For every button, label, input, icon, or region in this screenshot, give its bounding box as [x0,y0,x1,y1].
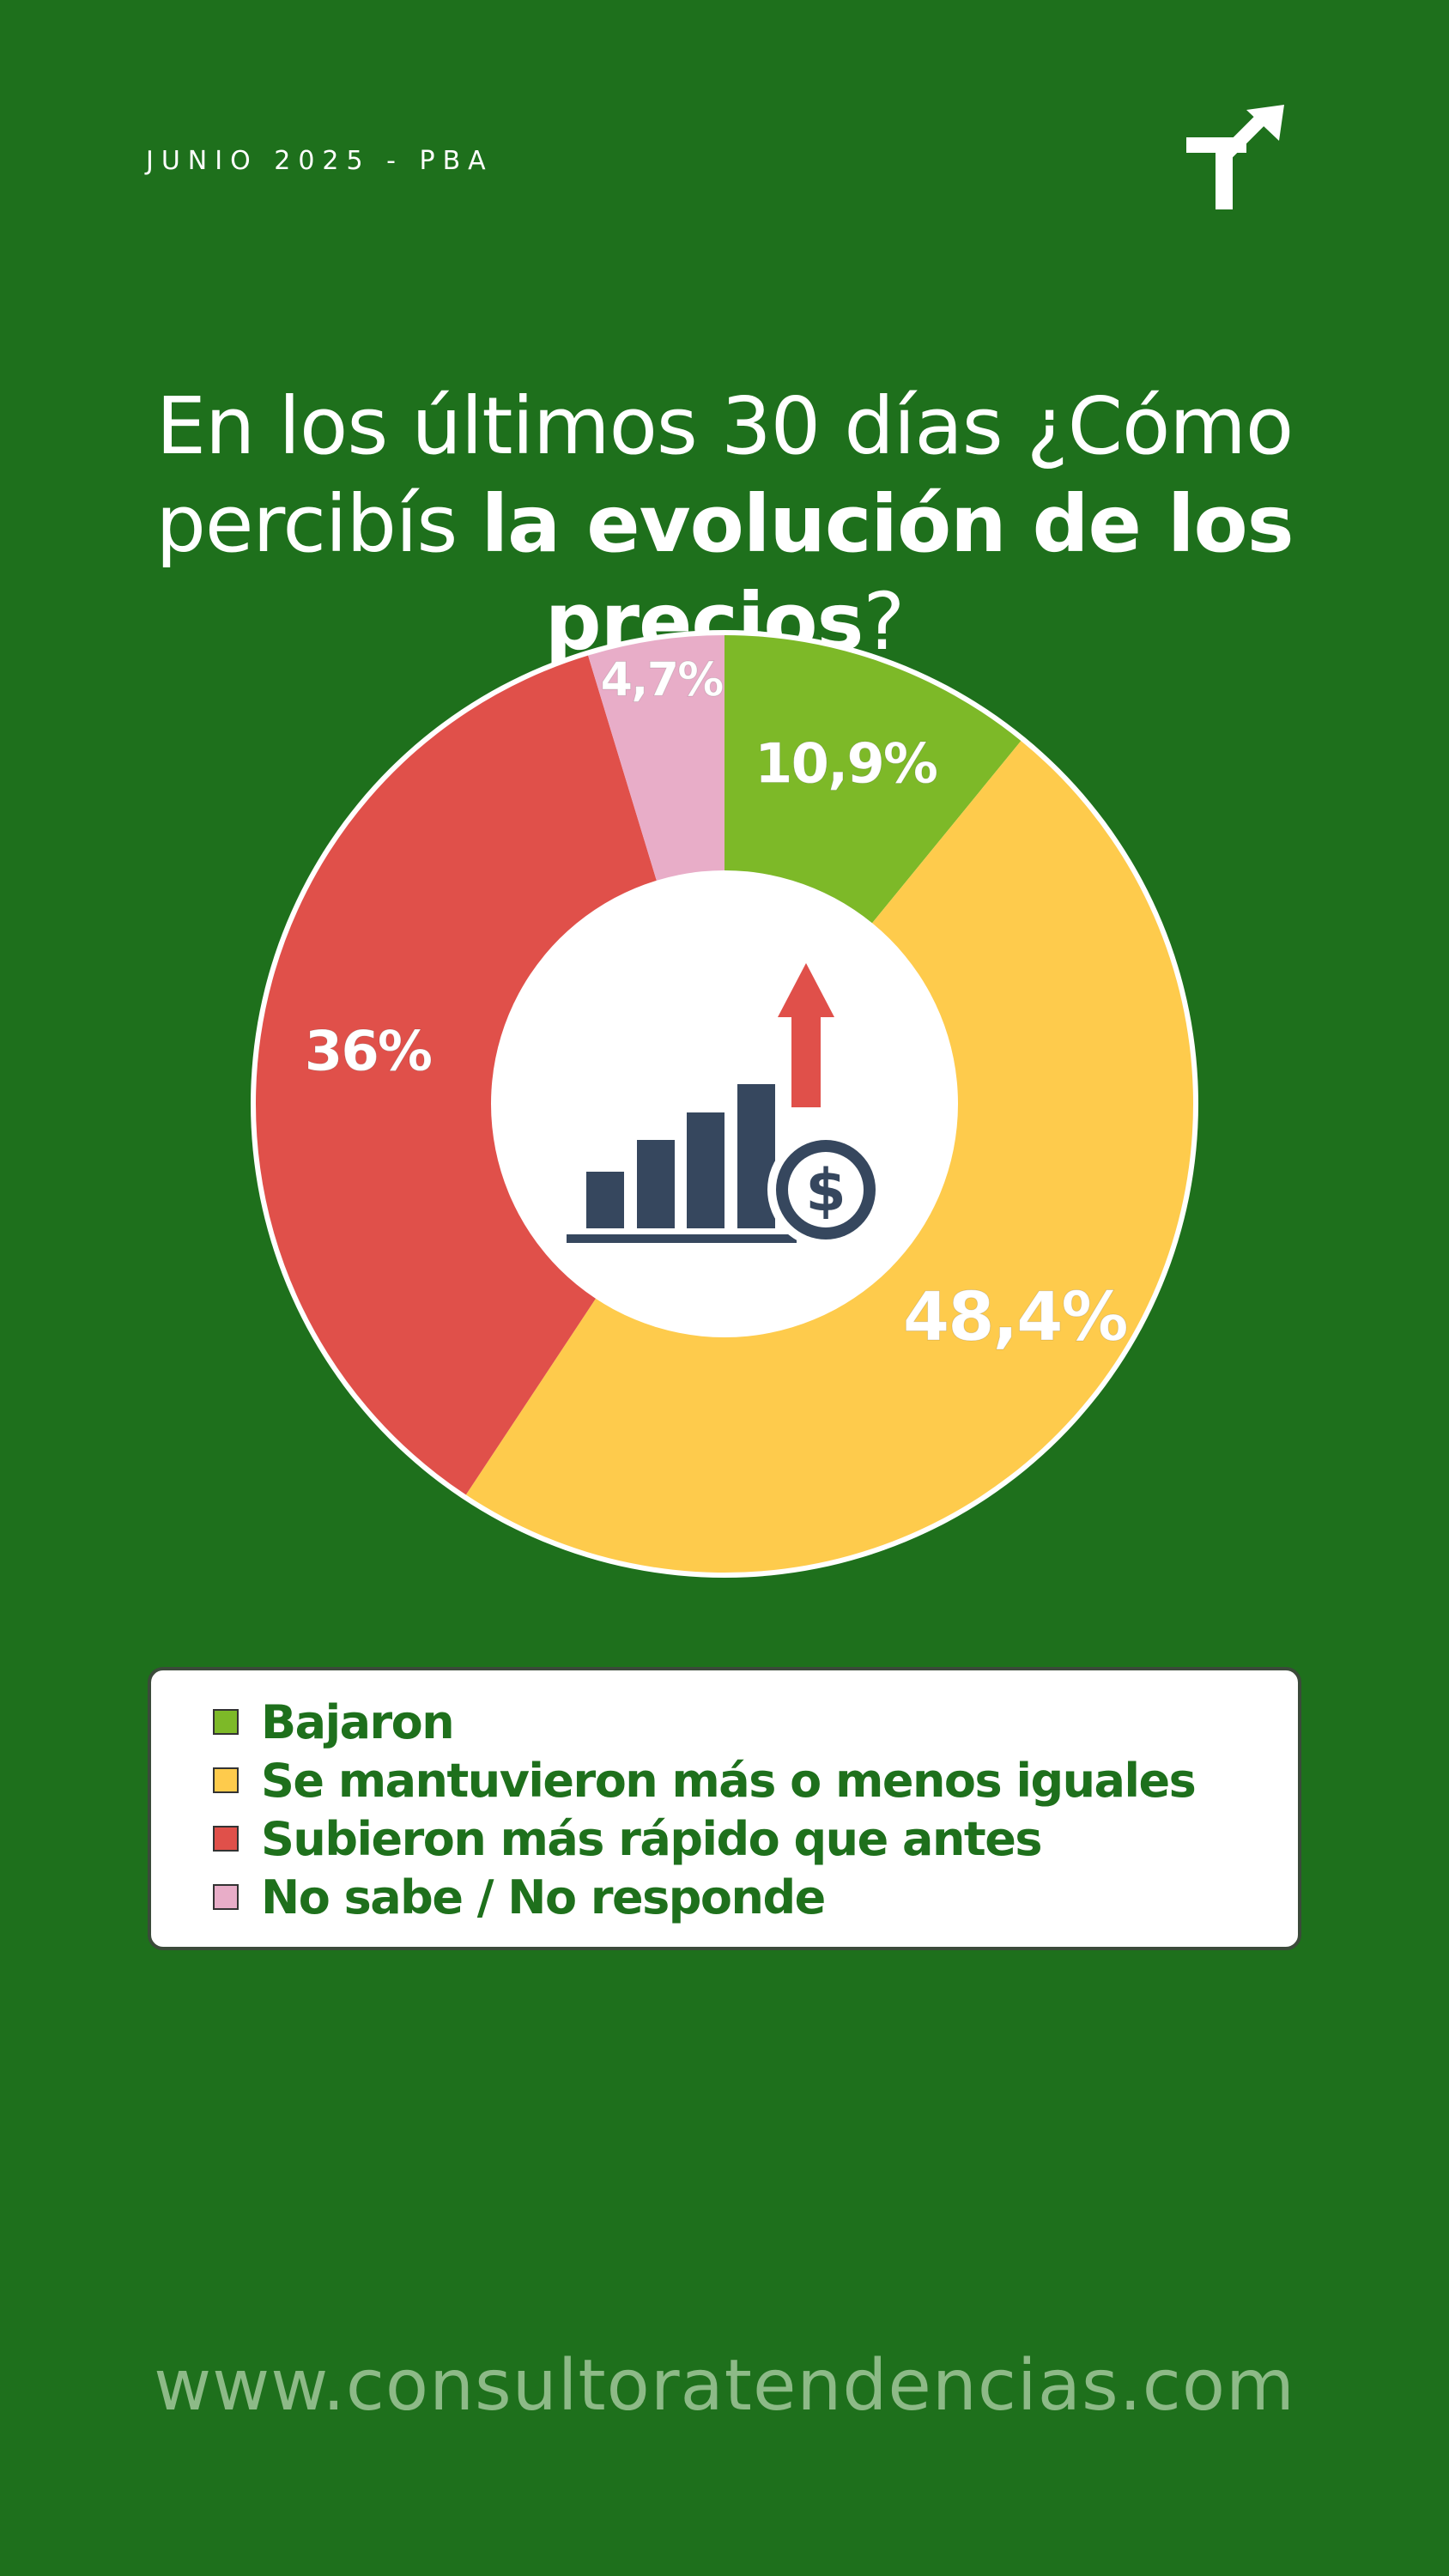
data-label-1: 10,9% [755,732,937,796]
legend-label: Subieron más rápido que antes [261,1811,1043,1866]
price-increase-chart-icon: $ [567,963,884,1248]
title-line-2: percibís [155,478,482,570]
data-label-2: 48,4% [903,1279,1127,1356]
data-label-3: 36% [305,1021,432,1084]
legend-item-3: Subieron más rápido que antes [151,1809,1298,1868]
legend-label: No sabe / No responde [261,1870,826,1924]
legend-label: Se mantuvieron más o menos iguales [261,1753,1197,1808]
legend-swatch [213,1767,239,1793]
legend-item-1: Bajaron [151,1693,1298,1751]
chart-title: En los últimos 30 días ¿Cómo percibís la… [0,378,1449,671]
tendencias-logo-icon [1186,105,1284,209]
header-date: JUNIO 2025 - PBA [146,146,494,176]
footer-url[interactable]: www.consultoratendencias.com [154,2345,1295,2427]
chart-legend: Bajaron Se mantuvieron más o menos iguale… [148,1667,1301,1950]
legend-swatch [213,1709,239,1735]
title-question-mark: ? [863,576,905,668]
pie-slice-3 [256,655,725,1495]
legend-swatch [213,1826,239,1852]
donut-chart: 10,9% 48,4% 36% 4,7% $ [251,630,1198,1578]
chart-center [491,870,958,1337]
legend-label: Bajaron [261,1694,455,1749]
legend-item-4: No sabe / No responde [151,1868,1298,1926]
svg-text:$: $ [805,1157,846,1225]
legend-swatch [213,1884,239,1910]
data-label-4: 4,7% [601,652,724,706]
legend-item-2: Se mantuvieron más o menos iguales [151,1751,1298,1809]
title-line-1: En los últimos 30 días ¿Cómo [155,380,1294,472]
